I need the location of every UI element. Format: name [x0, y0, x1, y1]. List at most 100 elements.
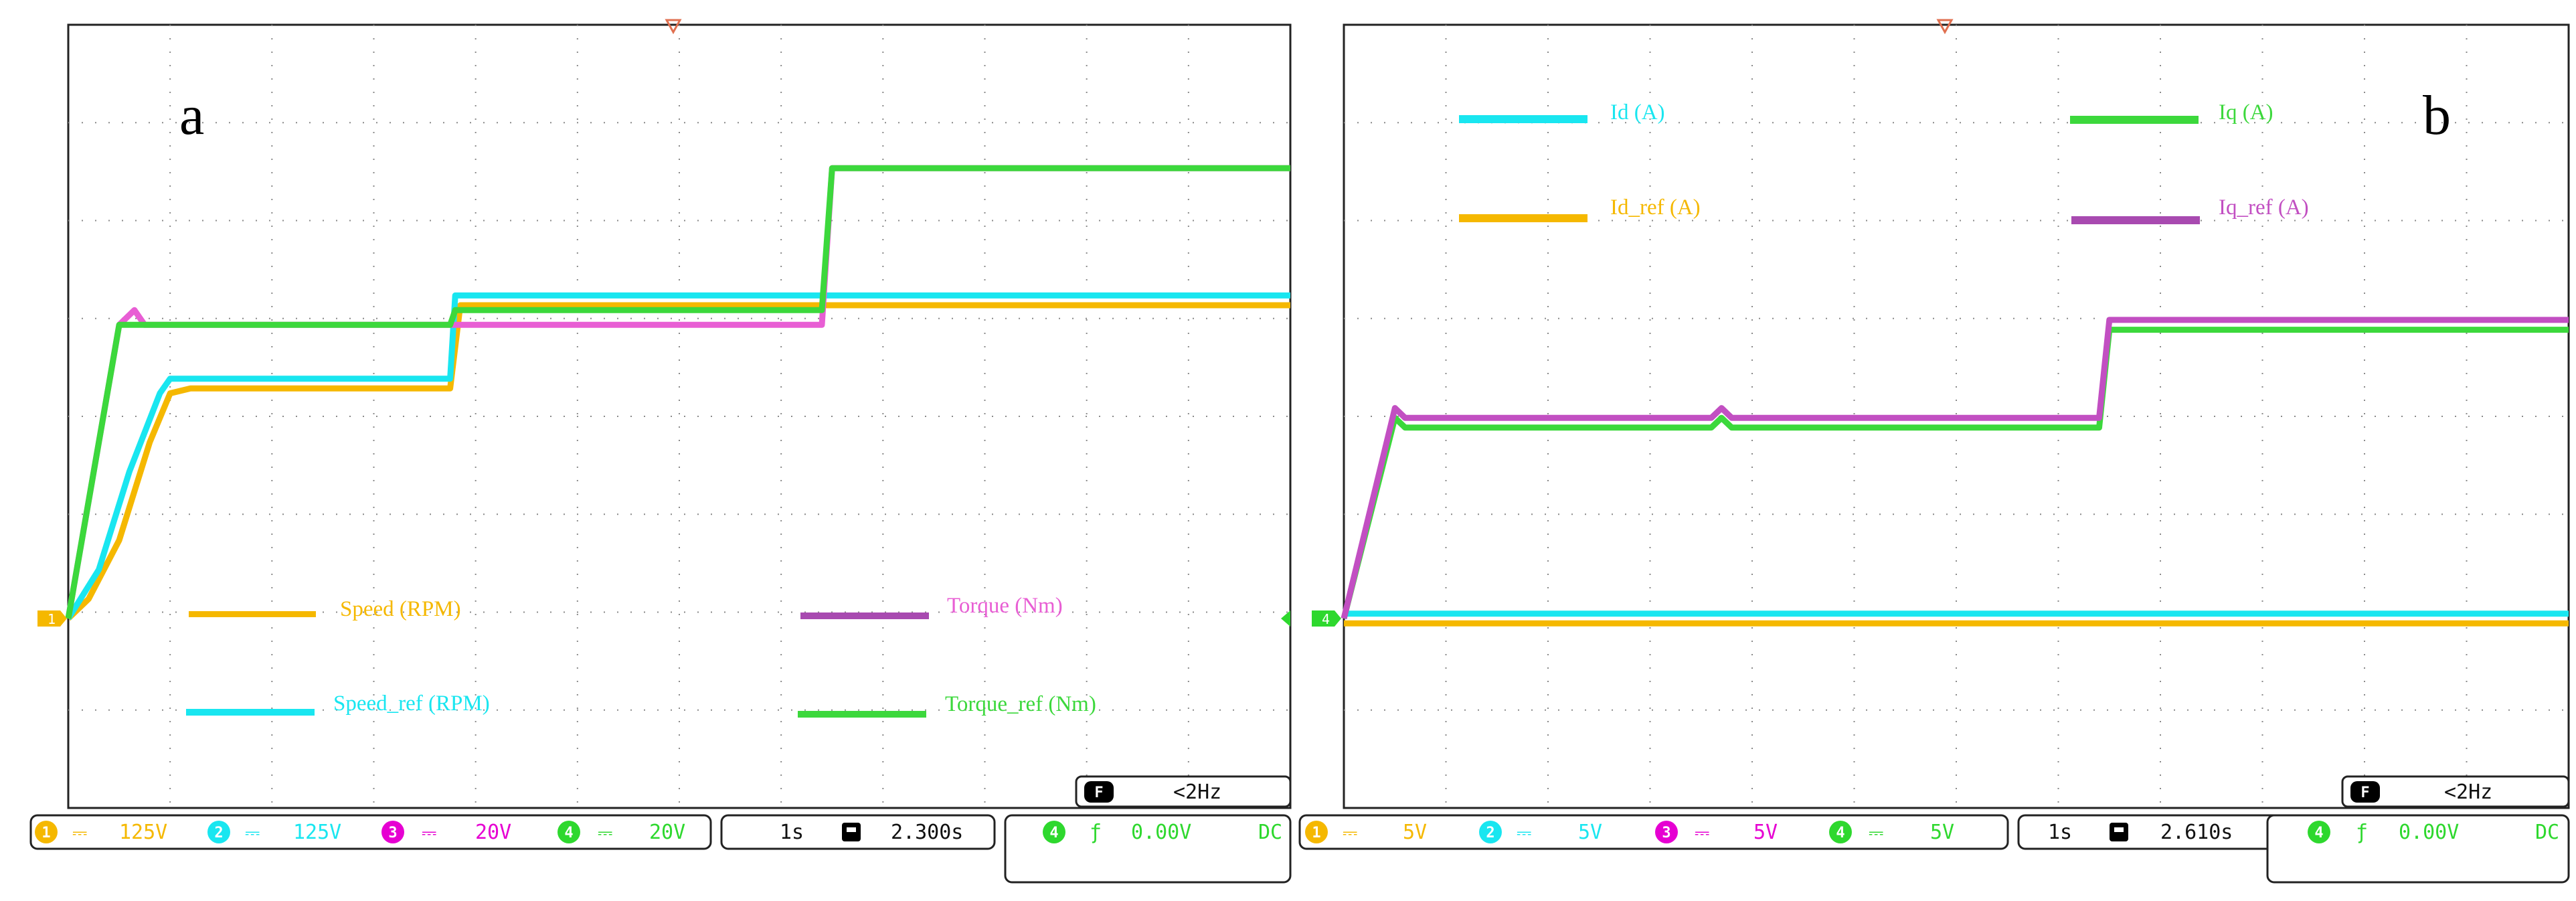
ground-marker-icon	[37, 610, 67, 627]
trigger-position-marker-icon	[665, 19, 682, 35]
freq-readout: F <2Hz	[1075, 775, 1292, 808]
channel-2-badge-text: 2	[1486, 825, 1494, 841]
channel-2-scale: 2 ⎓ 5V	[1479, 821, 1602, 844]
channel-4-badge-text: 4	[1836, 825, 1844, 841]
channel-2-badge-icon	[207, 821, 230, 843]
legend-swatch-speed-ref	[186, 709, 315, 716]
dc-coupling-icon: ⎓	[1869, 821, 1883, 843]
channel-4-scale: 4 ⎓ 5V	[1829, 821, 1954, 844]
channel-scale-box	[1298, 814, 2009, 850]
channel-2-badge-icon	[1479, 821, 1502, 843]
trigger-channel-badge-icon	[1043, 821, 1065, 843]
trigger-position-marker-icon	[1936, 19, 1954, 35]
dc-coupling-icon: ⎓	[1695, 821, 1709, 843]
legend-swatch-id-ref	[1459, 214, 1587, 222]
freq-value: <2Hz	[1173, 781, 1221, 804]
legend-label-id: Id (A)	[1610, 100, 1665, 125]
channel-2-badge-text: 2	[214, 825, 223, 841]
channel-3-badge-text: 3	[1662, 825, 1670, 841]
position-value: 2.300s	[891, 821, 963, 844]
series-line-torque-ref-nm	[65, 165, 1290, 619]
legend-swatch-iq-ref	[2071, 216, 2200, 224]
channel-4-badge-icon	[1829, 821, 1852, 843]
panel-label: b	[2423, 84, 2451, 147]
trigger-channel-badge-icon	[2308, 821, 2330, 843]
channel-scale-box	[29, 814, 712, 850]
legend-label-torque: Torque (Nm)	[947, 594, 1063, 618]
trigger-level-value: 0.00V	[1131, 821, 1191, 844]
legend: Speed (RPM) Torque (Nm) Speed_ref (RPM) …	[186, 594, 1096, 718]
timebase-value: 1s	[780, 821, 804, 844]
dc-coupling-icon: ⎓	[598, 821, 612, 843]
freq-readout-box	[1075, 775, 1292, 808]
channel-3-badge-icon	[381, 821, 404, 843]
legend-swatch-id	[1459, 115, 1587, 123]
channel-ground-marker: 1	[37, 610, 67, 627]
position-value: 2.610s	[2160, 821, 2233, 844]
legend-swatch-torque-ref	[798, 711, 926, 718]
scope-panel-a: a 1 Speed (RPM) Torque (Nm) Speed_ref (R…	[0, 0, 1292, 898]
channel-1-scale: 1 ⎓ 5V	[1305, 821, 1427, 844]
dc-coupling-icon: ⎓	[72, 821, 87, 843]
ground-marker-icon	[1312, 610, 1341, 627]
channel-2-scale-value: 5V	[1578, 821, 1602, 844]
scope-screen-b: b 4 Id (A) Iq (A) Id_ref (A) Iq_ref (A) …	[1298, 19, 2570, 884]
dc-coupling-icon: ⎓	[1517, 821, 1531, 843]
legend-label-speed: Speed (RPM)	[340, 597, 461, 621]
channel-4-badge-icon	[557, 821, 580, 843]
rising-edge-icon: ƒ	[2356, 821, 2368, 844]
channel-2-scale-value: 125V	[293, 821, 341, 844]
channel-3-scale: 3 ⎓ 20V	[381, 821, 511, 844]
dc-coupling-icon: ⎓	[1343, 821, 1357, 843]
traces	[1341, 317, 2569, 627]
panel-label: a	[179, 84, 204, 147]
channel-4-scale-value: 5V	[1930, 821, 1954, 844]
series-line-speed-rpm	[66, 302, 1290, 621]
legend-label-iq-ref: Iq_ref (A)	[2219, 195, 2309, 220]
dc-coupling-icon: ⎓	[245, 821, 260, 843]
channel-3-badge-text: 3	[388, 825, 397, 841]
dc-coupling-icon: ⎓	[422, 821, 436, 843]
trigger-channel-badge-text: 4	[2314, 825, 2323, 841]
f-badge-icon	[2350, 781, 2380, 803]
legend: Id (A) Iq (A) Id_ref (A) Iq_ref (A)	[1459, 100, 2309, 224]
channel-3-scale-value: 5V	[1753, 821, 1778, 844]
trigger-level-marker-icon	[1281, 610, 1290, 627]
legend-label-iq: Iq (A)	[2219, 100, 2273, 125]
status-bar: 1 ⎓ 125V 2 ⎓ 125V 3 ⎓ 20V 4 ⎓ 20V	[29, 814, 1292, 884]
legend-swatch-iq	[2070, 116, 2199, 124]
horizontal-position-icon-mark	[2114, 827, 2124, 832]
trigger-box	[2266, 814, 2570, 884]
channel-3-scale: 3 ⎓ 5V	[1655, 821, 1778, 844]
channel-1-scale-value: 125V	[119, 821, 167, 844]
channel-1-scale: 1 ⎓ 125V	[35, 821, 167, 844]
channel-ground-marker: 4	[1312, 610, 1341, 627]
freq-readout-box	[2341, 775, 2570, 808]
horizontal-position-icon-mark	[847, 827, 856, 832]
f-badge-text: F	[2360, 785, 2369, 801]
channel-1-badge-text: 1	[41, 825, 50, 841]
channel-4-scale: 4 ⎓ 20V	[557, 821, 685, 844]
scope-panel-b: b 4 Id (A) Iq (A) Id_ref (A) Iq_ref (A) …	[1292, 0, 2576, 898]
channel-4-scale-value: 20V	[649, 821, 685, 844]
legend-label-torque-ref: Torque_ref (Nm)	[945, 692, 1096, 716]
series-line-iq-ref-a	[1341, 317, 2569, 620]
timebase-value: 1s	[2048, 821, 2072, 844]
channel-1-badge-icon	[1305, 821, 1328, 843]
freq-value: <2Hz	[2444, 781, 2492, 804]
channel-1-badge-icon	[35, 821, 58, 843]
channel-1-scale-value: 5V	[1403, 821, 1427, 844]
channel-3-scale-value: 20V	[475, 821, 511, 844]
status-bar: 1 ⎓ 5V 2 ⎓ 5V 3 ⎓ 5V 4 ⎓ 5V	[1298, 814, 2570, 884]
scope-screen-a: a 1 Speed (RPM) Torque (Nm) Speed_ref (R…	[29, 19, 1292, 884]
f-badge-icon	[1084, 781, 1114, 803]
ground-marker-label: 4	[1322, 611, 1330, 627]
freq-readout: F <2Hz	[2341, 775, 2570, 808]
traces	[65, 165, 1290, 621]
grid	[68, 25, 1290, 808]
trigger-box	[1004, 814, 1292, 884]
legend-label-id-ref: Id_ref (A)	[1610, 195, 1701, 220]
legend-label-speed-ref: Speed_ref (RPM)	[333, 691, 490, 716]
coupling-value: DC	[2535, 821, 2559, 844]
legend-swatch-torque	[800, 612, 929, 619]
